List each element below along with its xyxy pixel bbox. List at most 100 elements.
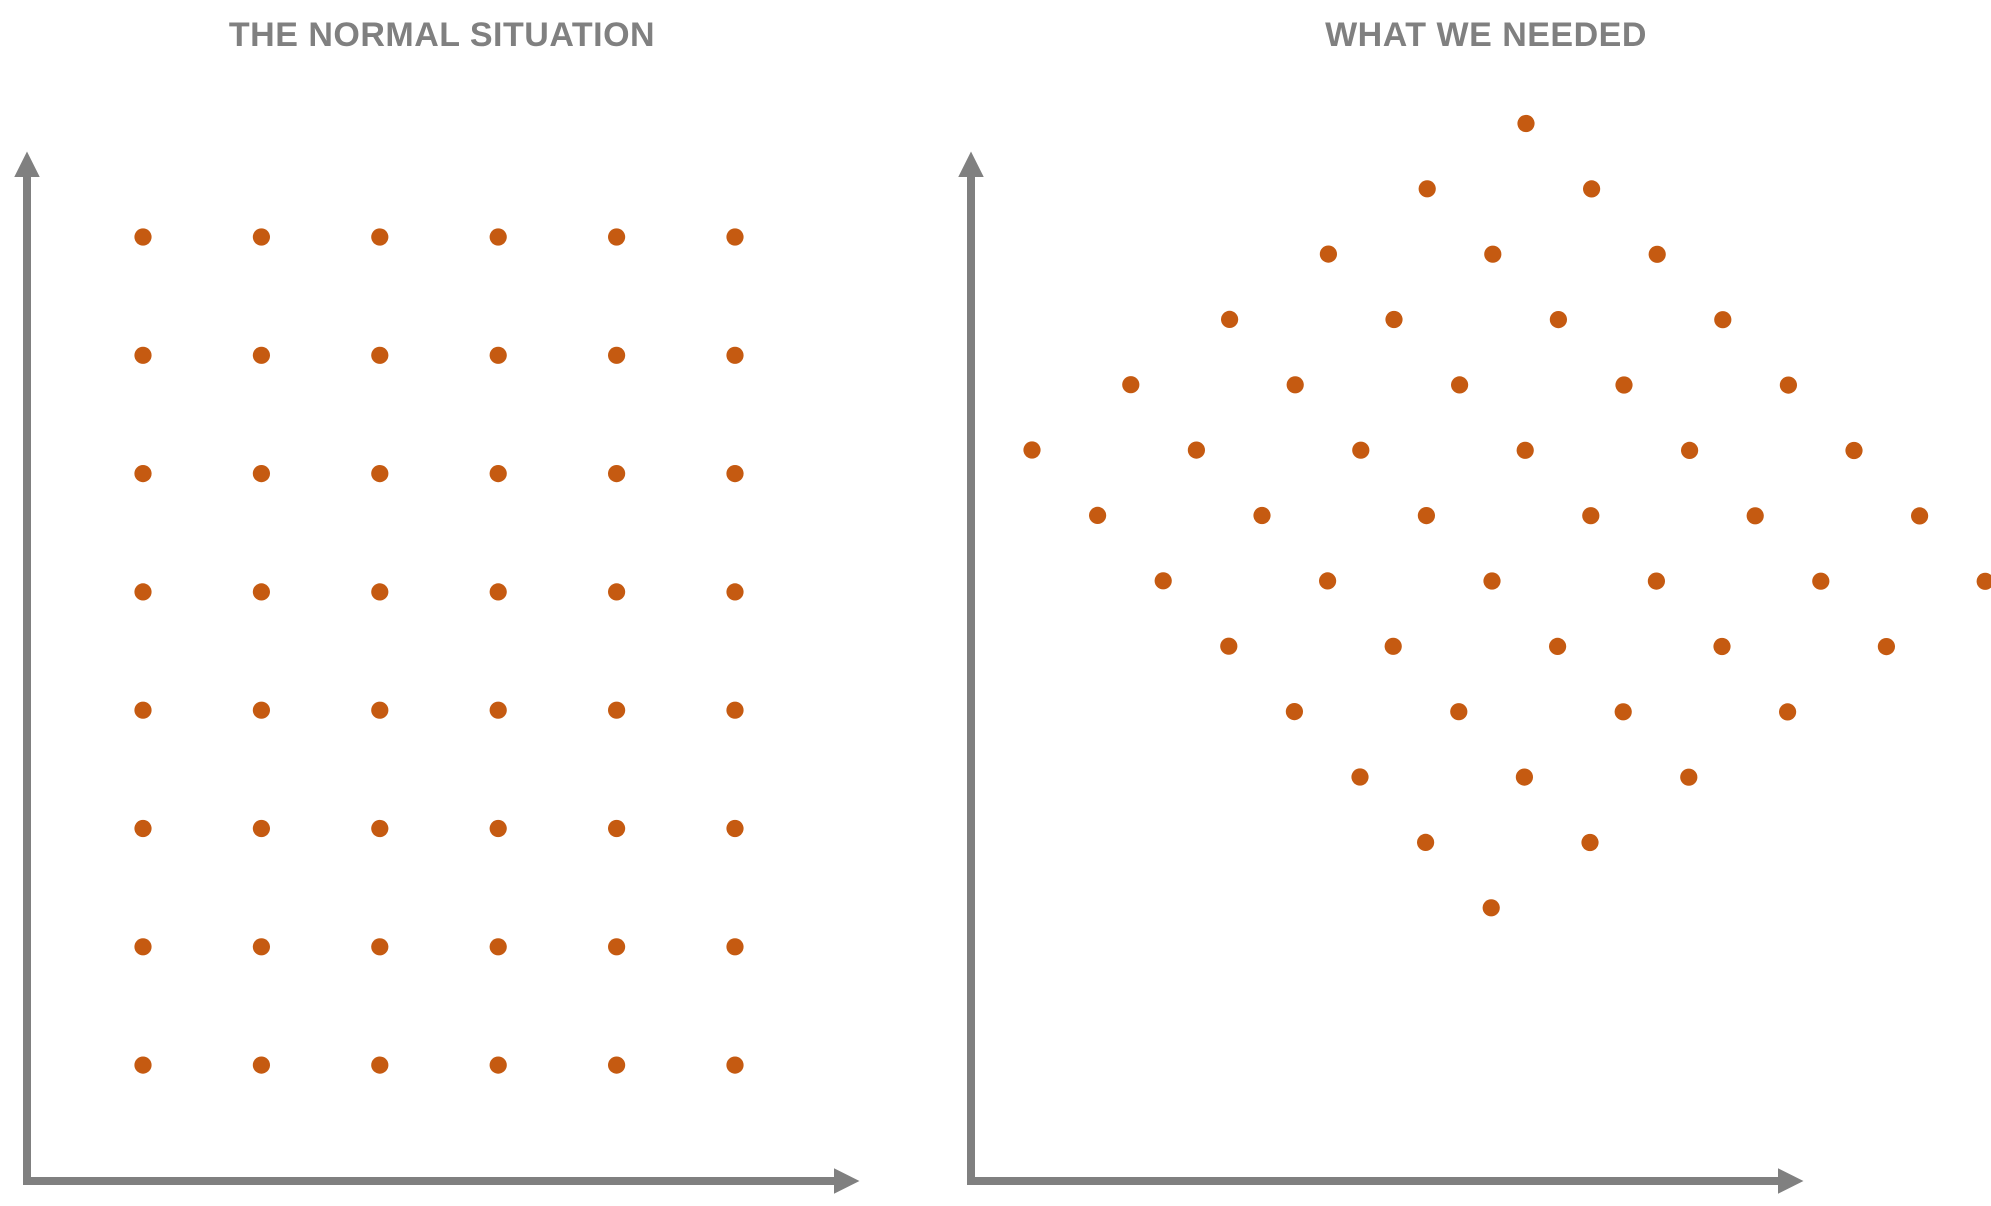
- grid-dot: [371, 701, 389, 719]
- grid-dot: [1713, 637, 1731, 656]
- grid-dot: [252, 346, 270, 364]
- grid-dot: [1418, 180, 1436, 198]
- grid-dot: [134, 346, 152, 364]
- grid-dot: [489, 346, 507, 364]
- grid-dot: [1615, 376, 1633, 394]
- axes-right: [958, 151, 1804, 1194]
- panel-title-left: THE NORMAL SITUATION: [229, 16, 655, 54]
- dot-grid-left: [134, 228, 744, 1074]
- grid-dot: [726, 465, 744, 483]
- grid-dot: [608, 701, 626, 719]
- grid-dot: [1154, 572, 1172, 590]
- grid-dot: [489, 228, 507, 246]
- grid-dot: [1417, 506, 1435, 525]
- grid-dot: [371, 346, 389, 364]
- grid-dot: [726, 819, 744, 838]
- grid-dot: [1450, 703, 1468, 721]
- grid-dot: [726, 583, 744, 601]
- grid-dot: [489, 465, 507, 483]
- grid-dot: [1581, 833, 1599, 852]
- panel-title-right: WHAT WE NEEDED: [1325, 16, 1647, 54]
- grid-dot: [1221, 310, 1239, 328]
- grid-dot: [1319, 245, 1337, 263]
- grid-dot: [371, 465, 389, 483]
- grid-dot: [608, 346, 626, 364]
- grid-dot: [1187, 441, 1205, 459]
- grid-dot: [726, 701, 744, 719]
- grid-dot: [1714, 311, 1732, 329]
- grid-dot: [1484, 245, 1502, 263]
- grid-dot: [1451, 376, 1469, 394]
- grid-dot: [134, 228, 152, 246]
- grid-dot: [1122, 376, 1140, 394]
- panel-normal-situation: THE NORMAL SITUATION: [14, 16, 860, 1194]
- grid-dot: [1845, 441, 1863, 460]
- grid-dot: [252, 465, 270, 483]
- panel-what-we-needed: WHAT WE NEEDED: [958, 16, 1991, 1194]
- grid-dot: [1385, 310, 1403, 329]
- grid-dot: [726, 938, 744, 956]
- grid-dot: [371, 583, 389, 601]
- grid-dot: [608, 465, 626, 483]
- grid-dot: [726, 346, 744, 364]
- grid-dot: [489, 1056, 507, 1074]
- grid-dot: [1779, 376, 1797, 394]
- grid-dot: [726, 1056, 744, 1074]
- grid-dot: [252, 938, 270, 956]
- grid-dot: [1482, 899, 1500, 917]
- grid-dot: [1023, 441, 1041, 459]
- grid-dot: [1285, 703, 1303, 721]
- grid-dot: [134, 583, 152, 601]
- grid-dot: [1614, 703, 1632, 721]
- grid-dot: [489, 701, 507, 719]
- grid-dot: [134, 819, 152, 838]
- grid-dot: [252, 819, 270, 838]
- grid-dot: [1253, 506, 1271, 525]
- grid-dot: [489, 583, 507, 601]
- grid-dot: [608, 819, 626, 838]
- grid-dot: [1746, 507, 1764, 525]
- grid-dot: [1549, 637, 1567, 656]
- grid-dot: [1516, 441, 1534, 459]
- grid-dot: [489, 819, 507, 838]
- grid-dot: [134, 938, 152, 956]
- grid-dot: [134, 701, 152, 719]
- grid-dot: [1648, 245, 1666, 263]
- grid-dot: [1089, 506, 1107, 524]
- grid-dot: [1877, 638, 1895, 656]
- grid-dot: [1680, 768, 1698, 786]
- grid-dot: [1286, 376, 1304, 394]
- grid-dot: [1549, 311, 1567, 329]
- grid-dot: [1351, 768, 1369, 786]
- grid-dot: [1517, 114, 1535, 133]
- grid-dot: [134, 465, 152, 483]
- grid-dot: [252, 1056, 270, 1074]
- grid-dot: [1779, 703, 1797, 721]
- grid-dot: [134, 1056, 152, 1074]
- grid-dot: [1483, 572, 1501, 590]
- dot-grid-right: [1023, 114, 1991, 917]
- grid-dot: [608, 228, 626, 246]
- grid-dot: [608, 1056, 626, 1074]
- grid-dot: [1319, 572, 1337, 590]
- grid-dot: [252, 228, 270, 246]
- grid-dot: [1582, 507, 1600, 525]
- grid-dot: [489, 938, 507, 956]
- grid-dot: [1515, 768, 1533, 786]
- grid-dot: [1583, 180, 1601, 198]
- grid-dot: [252, 583, 270, 601]
- grid-dot: [726, 228, 744, 246]
- grid-dot: [1976, 572, 1991, 590]
- grid-dot: [1220, 637, 1238, 655]
- grid-dot: [1647, 572, 1665, 590]
- grid-dot: [371, 938, 389, 956]
- axes-left: [14, 151, 860, 1194]
- grid-dot: [1812, 572, 1830, 590]
- grid-dot: [371, 228, 389, 246]
- grid-dot: [608, 938, 626, 956]
- grid-dot: [371, 819, 389, 838]
- grid-dot: [1681, 441, 1699, 459]
- grid-dot: [1352, 441, 1370, 459]
- grid-dot: [608, 583, 626, 601]
